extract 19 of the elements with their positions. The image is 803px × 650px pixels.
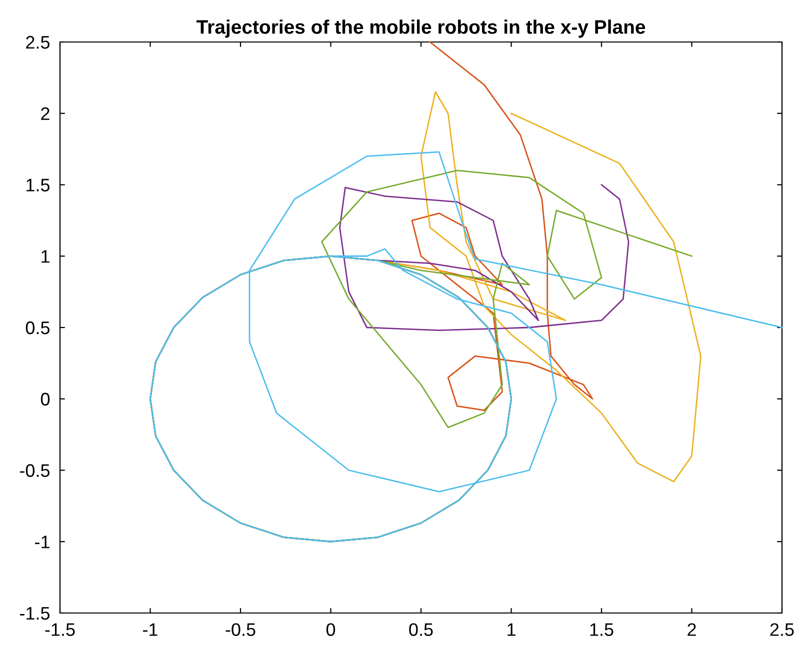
y-tick-label: 2 <box>41 107 50 120</box>
chart-title: Trajectories of the mobile robots in the x-y Plane <box>196 20 646 38</box>
y-tick-label: 2.5 <box>26 36 50 49</box>
x-tick-label: 2 <box>688 623 696 636</box>
x-tick-label: 1.5 <box>590 623 614 636</box>
x-tick-label: -0.5 <box>226 623 256 636</box>
x-tick-label: -1 <box>143 623 158 636</box>
y-tick-label: 0 <box>40 392 50 406</box>
y-tick-label: -1 <box>35 536 50 548</box>
x-tick-label: 0.5 <box>409 623 433 636</box>
x-tick-label: 1 <box>508 623 516 636</box>
y-tick-label: -0.5 <box>20 464 50 477</box>
y-tick-label: 0.5 <box>26 321 50 334</box>
y-tick-label: 1.5 <box>26 178 50 192</box>
x-tick-label: 0 <box>326 623 336 636</box>
y-tick-label: 1 <box>42 250 50 263</box>
y-tick-label: -1.5 <box>20 607 50 620</box>
x-tick-label: 2.5 <box>770 623 794 636</box>
line-series <box>150 151 783 542</box>
